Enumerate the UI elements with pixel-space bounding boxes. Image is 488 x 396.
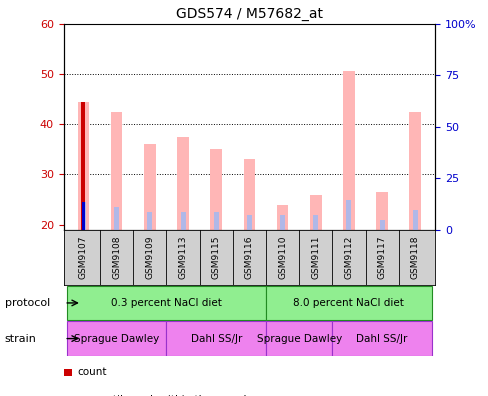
Bar (309, 194, 321, 230)
Bar (67, 322, 166, 356)
Text: GSM9108: GSM9108 (112, 236, 121, 279)
Bar (81, 102, 85, 230)
Bar (82, 202, 84, 230)
Text: GSM9112: GSM9112 (344, 236, 353, 279)
Text: GSM9113: GSM9113 (178, 236, 187, 279)
Bar (332, 322, 431, 356)
Bar (376, 192, 387, 230)
Text: Sprague Dawley: Sprague Dawley (74, 333, 159, 344)
Bar (408, 112, 420, 230)
Text: GSM9109: GSM9109 (145, 236, 154, 279)
Text: GSM9116: GSM9116 (244, 236, 253, 279)
Text: GSM9111: GSM9111 (311, 236, 320, 279)
Bar (67, 286, 265, 320)
Text: count: count (77, 367, 106, 377)
Bar (346, 200, 351, 230)
Text: Dahl SS/Jr: Dahl SS/Jr (190, 333, 242, 344)
Bar (180, 212, 185, 230)
Text: Dahl SS/Jr: Dahl SS/Jr (356, 333, 407, 344)
Bar (313, 215, 318, 230)
Bar (412, 209, 417, 230)
Bar (213, 212, 218, 230)
Text: GSM9118: GSM9118 (410, 236, 419, 279)
Bar (81, 202, 86, 230)
Text: 8.0 percent NaCl diet: 8.0 percent NaCl diet (293, 298, 404, 308)
Bar (144, 144, 155, 230)
Bar (280, 215, 285, 230)
Bar (147, 212, 152, 230)
Bar (343, 71, 354, 230)
Bar (246, 215, 251, 230)
Bar (177, 137, 188, 230)
Bar (210, 149, 222, 230)
Text: Sprague Dawley: Sprague Dawley (256, 333, 341, 344)
Bar (111, 112, 122, 230)
Text: GSM9117: GSM9117 (377, 236, 386, 279)
Bar (243, 159, 255, 230)
Text: protocol: protocol (5, 298, 50, 308)
Bar (265, 322, 332, 356)
Text: GSM9115: GSM9115 (211, 236, 220, 279)
Text: GSM9110: GSM9110 (278, 236, 286, 279)
Bar (265, 286, 431, 320)
Title: GDS574 / M57682_at: GDS574 / M57682_at (176, 8, 322, 21)
Bar (166, 322, 265, 356)
Text: GSM9107: GSM9107 (79, 236, 88, 279)
Text: 0.3 percent NaCl diet: 0.3 percent NaCl diet (111, 298, 222, 308)
Bar (114, 207, 119, 230)
Bar (379, 220, 384, 230)
Bar (276, 205, 288, 230)
Bar (78, 102, 89, 230)
Text: percentile rank within the sample: percentile rank within the sample (77, 395, 253, 396)
Text: strain: strain (5, 333, 37, 344)
